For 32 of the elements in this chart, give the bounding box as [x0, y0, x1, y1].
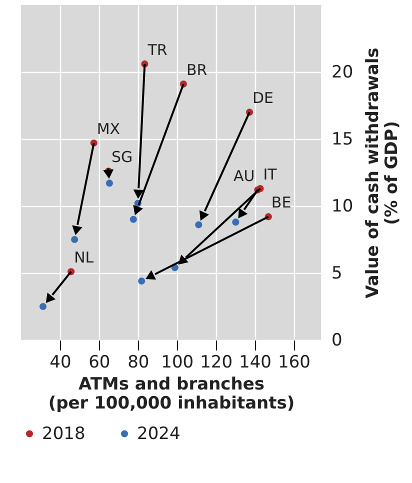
- annotation: AU: [233, 166, 255, 185]
- annotation: BR: [186, 61, 208, 80]
- x-axis-title: ATMs and branches (per 100,000 inhabitants): [48, 374, 295, 414]
- x-tick-label: 160: [278, 352, 310, 372]
- y-tick-label: 0: [332, 330, 342, 350]
- x-tick-label: 140: [239, 352, 272, 372]
- legend-label: 2018: [42, 424, 86, 444]
- point: [195, 221, 202, 228]
- annotation: NL: [74, 248, 94, 267]
- y-tick-label: 15: [332, 130, 354, 150]
- point: [130, 216, 137, 223]
- x-tick-label: 100: [161, 352, 194, 372]
- annotation: BE: [271, 194, 292, 212]
- y-tick-label: 10: [332, 196, 354, 216]
- annotation: IT: [263, 166, 278, 184]
- annotation: TR: [146, 40, 168, 59]
- y-tick-label: 5: [332, 264, 342, 284]
- point: [232, 218, 240, 226]
- y-tick-label: 20: [332, 62, 354, 82]
- annotation: DE: [252, 89, 274, 108]
- x-tick-label: 80: [128, 352, 150, 372]
- point: [71, 236, 78, 244]
- point: [39, 302, 47, 310]
- y-axis-title: Value of cash withdrawals (% of GDP): [363, 48, 402, 298]
- x-tick-label: 60: [88, 352, 110, 372]
- legend-label: 2024: [137, 424, 180, 444]
- annotation: SG: [111, 148, 133, 166]
- x-tick-label: 40: [50, 352, 72, 372]
- x-tick-label: 120: [200, 352, 233, 372]
- point: [106, 180, 113, 187]
- point: [138, 278, 146, 285]
- annotation: MX: [96, 120, 120, 138]
